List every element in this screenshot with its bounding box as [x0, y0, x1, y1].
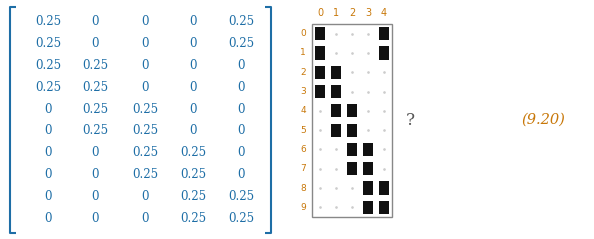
Text: 0: 0 [141, 59, 148, 72]
Text: 0: 0 [44, 190, 52, 203]
Text: 0.25: 0.25 [82, 125, 108, 137]
Bar [362, 201, 374, 214]
Bar [346, 104, 358, 117]
Bar [362, 181, 374, 195]
Text: 0: 0 [91, 190, 99, 203]
Text: 0.25: 0.25 [132, 103, 158, 116]
Text: 0.25: 0.25 [132, 146, 158, 159]
Text: 0: 0 [189, 103, 197, 116]
Bar [315, 27, 326, 40]
Text: 0: 0 [44, 125, 52, 137]
Text: 0.25: 0.25 [228, 15, 254, 28]
Bar [378, 201, 390, 214]
Text: 0: 0 [44, 212, 52, 225]
Bar [330, 85, 342, 98]
Text: 8: 8 [300, 184, 306, 193]
Text: 0: 0 [44, 103, 52, 116]
Text: 2: 2 [349, 8, 355, 18]
Text: 0.25: 0.25 [132, 168, 158, 181]
Text: 0: 0 [141, 81, 148, 94]
Text: 0: 0 [189, 81, 197, 94]
Bar [346, 162, 358, 175]
Text: 0.25: 0.25 [82, 81, 108, 94]
Bar [362, 162, 374, 175]
Text: 0: 0 [141, 190, 148, 203]
Text: 7: 7 [300, 164, 306, 173]
Text: 0.25: 0.25 [180, 190, 206, 203]
Text: 4: 4 [381, 8, 387, 18]
Text: 6: 6 [300, 145, 306, 154]
Bar [315, 66, 326, 79]
Text: 0.25: 0.25 [228, 37, 254, 50]
Text: 1: 1 [300, 49, 306, 57]
Bar [330, 104, 342, 117]
Text: 4: 4 [300, 106, 306, 115]
Text: 0: 0 [189, 15, 197, 28]
Text: 3: 3 [300, 87, 306, 96]
Text: 0: 0 [44, 146, 52, 159]
Bar [330, 66, 342, 79]
Text: 0: 0 [141, 15, 148, 28]
Bar [378, 46, 390, 60]
Text: 0: 0 [317, 8, 323, 18]
Text: 5: 5 [300, 126, 306, 135]
Text: 0: 0 [91, 37, 99, 50]
Text: 0.25: 0.25 [132, 125, 158, 137]
Text: 0.25: 0.25 [35, 81, 61, 94]
Text: 0: 0 [141, 212, 148, 225]
Text: 0.25: 0.25 [180, 168, 206, 181]
Text: 0: 0 [237, 168, 245, 181]
Bar [362, 143, 374, 156]
Text: (9.20): (9.20) [521, 113, 565, 127]
Text: 3: 3 [365, 8, 371, 18]
Text: 0: 0 [237, 59, 245, 72]
Text: 0: 0 [44, 168, 52, 181]
Text: 0.25: 0.25 [180, 212, 206, 225]
Bar [315, 85, 326, 98]
Bar [378, 181, 390, 195]
Text: 1: 1 [333, 8, 339, 18]
Text: 0: 0 [91, 168, 99, 181]
Bar [312, 24, 392, 217]
Text: 0.25: 0.25 [82, 59, 108, 72]
Bar [346, 143, 358, 156]
Text: 0: 0 [237, 146, 245, 159]
Text: 0.25: 0.25 [35, 59, 61, 72]
Text: 9: 9 [300, 203, 306, 212]
Text: 0.25: 0.25 [35, 37, 61, 50]
Bar [330, 124, 342, 137]
Text: 0.25: 0.25 [35, 15, 61, 28]
Text: 0.25: 0.25 [228, 190, 254, 203]
Text: 0: 0 [91, 15, 99, 28]
Text: 0: 0 [91, 212, 99, 225]
Text: 0: 0 [237, 81, 245, 94]
Text: 0: 0 [141, 37, 148, 50]
Text: 2: 2 [300, 68, 306, 77]
Text: 0: 0 [189, 59, 197, 72]
Bar [378, 27, 390, 40]
Text: 0.25: 0.25 [228, 212, 254, 225]
Bar [346, 124, 358, 137]
Text: 0.25: 0.25 [180, 146, 206, 159]
Text: 0: 0 [189, 125, 197, 137]
Text: 0: 0 [91, 146, 99, 159]
Text: 0: 0 [300, 29, 306, 38]
Text: 0: 0 [189, 37, 197, 50]
Text: 0: 0 [237, 103, 245, 116]
Text: 0: 0 [237, 125, 245, 137]
Text: ?: ? [406, 112, 415, 129]
Text: 0.25: 0.25 [82, 103, 108, 116]
Bar [315, 46, 326, 60]
